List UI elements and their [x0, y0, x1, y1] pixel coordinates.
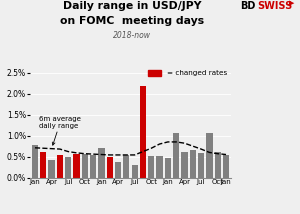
Bar [115, 162, 121, 178]
Bar [206, 133, 212, 178]
Bar [182, 152, 188, 178]
Bar [131, 165, 138, 178]
Bar [140, 86, 146, 178]
Text: BD: BD [240, 1, 255, 11]
Bar [90, 155, 96, 178]
Bar [49, 160, 55, 178]
Bar [65, 158, 71, 178]
Bar [165, 158, 171, 178]
Bar [173, 133, 179, 178]
Bar [40, 152, 46, 178]
Bar [98, 148, 104, 178]
Bar [214, 152, 221, 178]
Bar [57, 155, 63, 178]
Text: on FOMC  meeting days: on FOMC meeting days [60, 16, 204, 26]
Text: ▶: ▶ [289, 0, 294, 6]
Text: 2018-now: 2018-now [113, 31, 151, 40]
Text: SWISS: SWISS [257, 1, 292, 11]
Text: 6m average
daily range: 6m average daily range [39, 116, 81, 145]
Bar [223, 155, 229, 178]
Bar [106, 158, 113, 178]
Bar [123, 155, 130, 178]
Bar [157, 156, 163, 178]
Bar [32, 145, 38, 178]
Bar [74, 154, 80, 178]
Bar [198, 153, 204, 178]
Bar [82, 154, 88, 178]
Legend: = changed rates: = changed rates [148, 70, 227, 76]
Bar [148, 156, 154, 178]
Text: Daily range in USD/JPY: Daily range in USD/JPY [63, 1, 201, 11]
Bar [190, 150, 196, 178]
